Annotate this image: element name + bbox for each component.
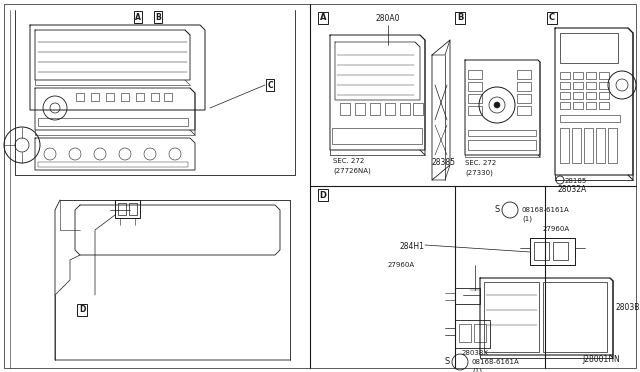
Text: SEC. 272: SEC. 272 — [333, 158, 364, 164]
Bar — [459, 324, 471, 342]
Bar — [543, 282, 607, 352]
Bar — [573, 82, 583, 89]
Text: 28032A: 28032A — [558, 185, 588, 194]
Bar — [355, 103, 365, 115]
Bar — [106, 93, 114, 101]
Bar — [573, 92, 583, 99]
Bar — [586, 92, 596, 99]
Text: C: C — [267, 80, 273, 90]
Bar — [517, 106, 531, 115]
Bar — [517, 70, 531, 79]
Text: (1): (1) — [522, 216, 532, 222]
Bar — [370, 103, 380, 115]
Text: D: D — [319, 190, 326, 199]
Text: 2803BXA: 2803BXA — [616, 303, 640, 312]
Bar — [340, 103, 350, 115]
Bar — [121, 93, 129, 101]
Bar — [584, 128, 593, 163]
Bar — [599, 82, 609, 89]
Bar — [91, 93, 99, 101]
Bar — [474, 324, 486, 342]
Bar — [560, 128, 569, 163]
Bar — [455, 288, 480, 304]
Bar — [455, 320, 490, 348]
Bar — [115, 200, 140, 218]
Bar — [468, 140, 536, 150]
Bar — [164, 93, 172, 101]
Text: 08168-6161A: 08168-6161A — [472, 359, 520, 365]
Bar — [599, 72, 609, 79]
Bar — [413, 103, 423, 115]
Bar — [560, 102, 570, 109]
Bar — [534, 242, 549, 260]
Bar — [332, 128, 422, 144]
Bar — [608, 128, 617, 163]
Bar — [400, 103, 410, 115]
Circle shape — [494, 102, 500, 108]
Text: C: C — [549, 13, 555, 22]
Text: SEC. 272: SEC. 272 — [465, 160, 496, 166]
Bar — [517, 94, 531, 103]
Text: 284H1: 284H1 — [400, 242, 425, 251]
Bar — [586, 102, 596, 109]
Bar — [38, 162, 188, 167]
Bar — [38, 118, 188, 126]
Text: S: S — [494, 205, 500, 214]
Text: 08168-6161A: 08168-6161A — [522, 207, 570, 213]
Text: J28001HN: J28001HN — [582, 355, 620, 364]
Bar — [118, 203, 126, 215]
Bar — [560, 72, 570, 79]
Text: 27960A: 27960A — [543, 226, 570, 232]
Bar — [560, 115, 620, 122]
Bar — [468, 94, 482, 103]
Text: 27960A: 27960A — [388, 262, 415, 268]
Bar — [560, 33, 618, 63]
Bar — [560, 82, 570, 89]
Bar — [530, 238, 575, 265]
Bar — [517, 82, 531, 91]
Bar — [136, 93, 144, 101]
Bar — [573, 72, 583, 79]
Bar — [586, 72, 596, 79]
Bar — [76, 93, 84, 101]
Bar — [599, 102, 609, 109]
Text: B: B — [457, 13, 463, 22]
Text: (27726NA): (27726NA) — [333, 168, 371, 174]
Text: (27330): (27330) — [465, 170, 493, 176]
Bar — [586, 82, 596, 89]
Bar — [468, 82, 482, 91]
Text: 28385: 28385 — [432, 158, 456, 167]
Bar — [573, 102, 583, 109]
Bar — [596, 128, 605, 163]
Bar — [599, 92, 609, 99]
Bar — [468, 130, 536, 136]
Bar — [572, 128, 581, 163]
Bar — [151, 93, 159, 101]
Bar — [484, 282, 539, 352]
Text: S: S — [444, 357, 450, 366]
Text: D: D — [79, 305, 85, 314]
Text: B: B — [155, 13, 161, 22]
Text: 280A0: 280A0 — [375, 14, 399, 23]
Text: 28038X: 28038X — [462, 350, 489, 356]
Bar — [468, 70, 482, 79]
Text: 28185: 28185 — [565, 178, 588, 184]
Bar — [385, 103, 395, 115]
Bar — [553, 242, 568, 260]
Text: (1): (1) — [472, 368, 482, 372]
Bar — [468, 106, 482, 115]
Text: A: A — [320, 13, 326, 22]
Text: A: A — [135, 13, 141, 22]
Bar — [560, 92, 570, 99]
Bar — [129, 203, 137, 215]
